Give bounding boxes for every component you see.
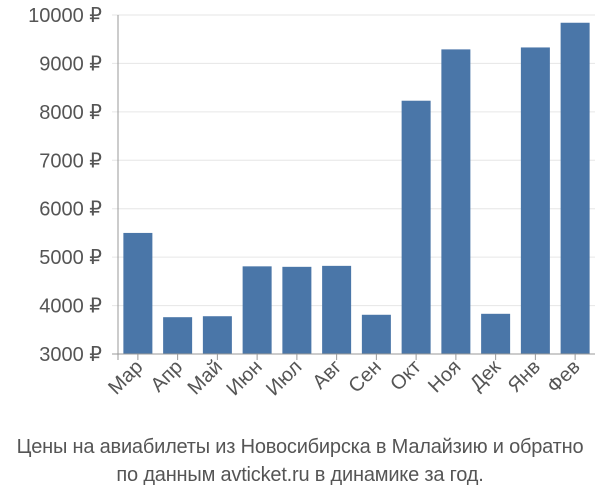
bar — [123, 232, 153, 354]
bar — [242, 266, 272, 354]
x-tick-label: Мар — [104, 356, 147, 399]
price-bar-chart: 3000 ₽ 4000 ₽ 5000 ₽ 6000 ₽ 7000 ₽ 8000 ₽ 9000… — [28, 5, 595, 400]
x-tick-label: Ноя — [424, 356, 465, 397]
bar — [282, 266, 312, 354]
bar — [322, 265, 352, 354]
x-tick-label: Май — [184, 356, 227, 399]
bar — [361, 314, 391, 354]
chart-caption-line-1: Цены на авиабилеты из Новосибирска в Мал… — [16, 436, 584, 458]
chart-caption-line-2: по данным avticket.ru в динамике за год. — [116, 464, 484, 486]
x-tick-label: Июн — [223, 356, 267, 400]
y-tick-label: 3000 ₽ — [39, 344, 102, 366]
x-tick-label: Июл — [262, 356, 306, 400]
x-tick-label: Сен — [344, 356, 385, 397]
x-tick-label: Окт — [386, 356, 425, 395]
x-tick-label: Фев — [543, 356, 585, 398]
bar — [202, 316, 232, 354]
bar — [481, 313, 511, 354]
bar — [163, 317, 193, 354]
y-tick-label: 4000 ₽ — [39, 296, 102, 318]
bar — [520, 47, 550, 354]
y-tick-label: 10000 ₽ — [28, 5, 102, 27]
x-tick-label: Янв — [504, 356, 545, 397]
bar — [401, 100, 431, 355]
y-tick-label: 8000 ₽ — [39, 102, 102, 124]
y-tick-label: 5000 ₽ — [39, 247, 102, 269]
y-tick-label: 7000 ₽ — [39, 150, 102, 172]
x-tick-label: Авг — [308, 356, 346, 394]
y-tick-label: 9000 ₽ — [39, 53, 102, 75]
x-tick-label: Дек — [466, 356, 505, 395]
bar — [560, 22, 590, 355]
y-tick-label: 6000 ₽ — [39, 199, 102, 221]
x-tick-label: Апр — [147, 356, 188, 397]
bar — [441, 49, 471, 355]
